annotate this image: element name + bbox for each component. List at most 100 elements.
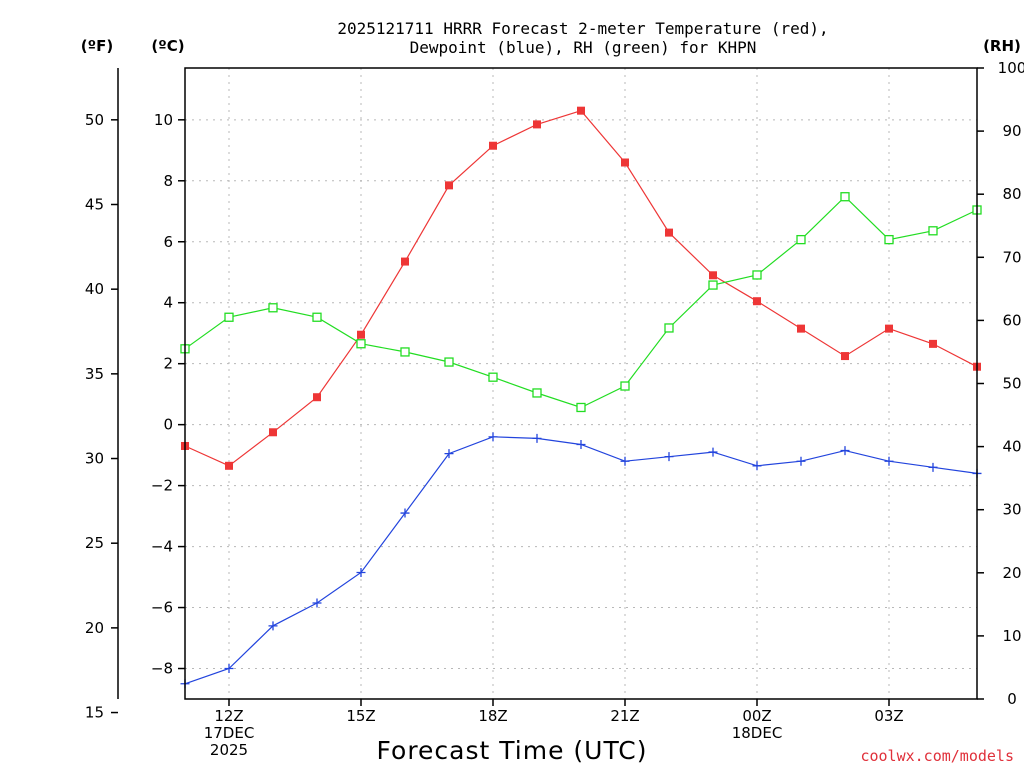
series-dewpoint — [180, 432, 982, 689]
data-point — [621, 158, 629, 167]
data-point — [576, 402, 586, 413]
rh-tick-label: 100 — [998, 59, 1024, 77]
data-point — [313, 393, 321, 402]
time-tick-label: 15Z — [346, 707, 375, 725]
data-point — [708, 280, 718, 290]
data-point — [708, 447, 718, 457]
data-point — [841, 352, 849, 361]
rh-tick-label: 70 — [1002, 248, 1021, 266]
rh-unit-label: (RH) — [983, 37, 1021, 55]
data-point — [224, 664, 234, 674]
time-tick-date-label: 17DEC — [204, 724, 255, 742]
data-point — [752, 270, 762, 280]
time-tick-date-label: 2025 — [210, 741, 248, 759]
time-tick-label: 03Z — [874, 707, 903, 725]
fahrenheit-tick-label: 35 — [85, 365, 104, 383]
fahrenheit-unit-label: (ºF) — [81, 37, 113, 55]
data-point — [840, 446, 850, 456]
data-point — [444, 449, 454, 459]
rh-tick-label: 50 — [1002, 375, 1021, 393]
data-point — [577, 106, 585, 115]
data-point — [796, 234, 806, 245]
data-point — [797, 324, 805, 333]
time-tick-label: 21Z — [610, 707, 639, 725]
fahrenheit-tick-label: 25 — [85, 534, 104, 552]
rh-tick-label: 30 — [1002, 501, 1021, 519]
data-point — [885, 324, 893, 333]
data-point — [400, 508, 410, 518]
data-point — [312, 312, 322, 322]
celsius-tick-label: −8 — [151, 660, 173, 678]
fahrenheit-tick-label: 45 — [85, 195, 104, 213]
fahrenheit-tick-label: 50 — [85, 111, 104, 129]
series-line — [184, 195, 978, 409]
data-point — [224, 312, 234, 322]
rh-tick-label: 20 — [1002, 564, 1021, 582]
fahrenheit-tick-label: 15 — [85, 704, 104, 722]
data-point — [489, 141, 497, 150]
data-point — [929, 339, 937, 348]
data-point — [840, 192, 850, 202]
gridlines — [185, 68, 977, 699]
data-point — [884, 234, 894, 245]
data-point — [709, 271, 717, 280]
celsius-tick-label: 4 — [163, 294, 173, 312]
data-point — [532, 433, 542, 443]
celsius-unit-label: (ºC) — [151, 37, 184, 55]
data-point — [488, 372, 498, 382]
chart-title-line-2: Dewpoint (blue), RH (green) for KHPN — [410, 38, 757, 57]
data-point — [401, 257, 409, 266]
fahrenheit-axis: 15 20 25 30 35 40 45 50 — [85, 111, 118, 722]
rh-tick-label: 10 — [1002, 627, 1021, 645]
fahrenheit-tick-label: 20 — [85, 619, 104, 637]
celsius-tick-label: −2 — [151, 477, 173, 495]
rh-tick-label: 80 — [1002, 185, 1021, 203]
celsius-tick-label: −4 — [151, 538, 173, 556]
data-point — [268, 303, 278, 313]
credit-text: coolwx.com/models — [860, 747, 1014, 765]
fahrenheit-tick-label: 30 — [85, 450, 104, 468]
data-point — [664, 323, 674, 333]
data-point — [752, 461, 762, 471]
data-point — [356, 567, 366, 577]
time-tick-date-label: 18DEC — [732, 724, 783, 742]
data-point — [928, 226, 938, 236]
x-axis-label: Forecast Time (UTC) — [377, 736, 648, 765]
data-point — [664, 452, 674, 462]
data-point — [753, 297, 761, 306]
time-tick-label: 18Z — [478, 707, 507, 725]
series-line — [184, 110, 978, 467]
celsius-axis: −8 −6 −4 −2 0 2 4 6 8 10 — [151, 111, 185, 678]
data-point — [533, 120, 541, 129]
series-line — [184, 436, 978, 685]
series-rh — [180, 192, 982, 413]
data-point — [269, 428, 277, 437]
plot-frame — [184, 67, 978, 700]
data-point — [928, 462, 938, 472]
data-point — [884, 456, 894, 466]
data-series — [180, 106, 982, 689]
rh-tick-label: 40 — [1002, 438, 1021, 456]
data-point — [620, 456, 630, 466]
data-point — [400, 347, 410, 357]
fahrenheit-tick-label: 40 — [85, 280, 104, 298]
data-point — [268, 621, 278, 631]
data-point — [576, 439, 586, 449]
data-point — [312, 598, 322, 608]
celsius-tick-label: 8 — [163, 172, 173, 190]
celsius-tick-label: 10 — [154, 111, 173, 129]
data-point — [796, 456, 806, 466]
data-point — [357, 330, 365, 339]
time-tick-label: 12Z — [214, 707, 243, 725]
celsius-tick-label: 2 — [163, 355, 173, 373]
data-point — [620, 381, 630, 391]
rh-tick-label: 90 — [1002, 122, 1021, 140]
data-point — [665, 228, 673, 237]
series-2-meter-temperature — [181, 106, 981, 470]
rh-axis: 0 10 20 30 40 50 60 70 80 90 100 — [977, 59, 1024, 708]
data-point — [532, 388, 542, 398]
rh-tick-label: 0 — [1007, 690, 1017, 708]
data-point — [225, 461, 233, 470]
